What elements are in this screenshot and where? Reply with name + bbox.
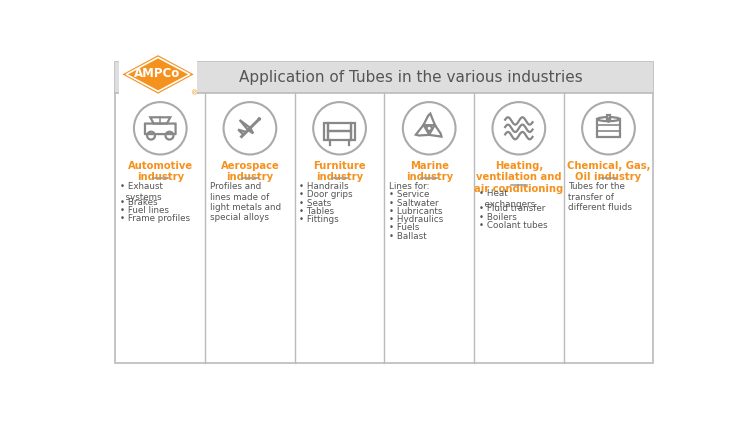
Text: • Heat
  exchangers: • Heat exchangers — [478, 189, 535, 208]
Text: AMPCo: AMPCo — [134, 67, 181, 80]
Text: Marine
industry: Marine industry — [406, 161, 453, 182]
Text: Aerospace
industry: Aerospace industry — [220, 161, 279, 182]
Text: Heating,
ventilation and
air conditioning: Heating, ventilation and air conditionin… — [474, 161, 563, 194]
Text: • Lubricants: • Lubricants — [389, 207, 442, 216]
Text: ®: ® — [191, 90, 198, 96]
Ellipse shape — [134, 102, 187, 155]
Text: Application of Tubes in the various industries: Application of Tubes in the various indu… — [239, 70, 584, 85]
Text: • Fluid transfer: • Fluid transfer — [478, 205, 545, 213]
Text: • Brakes: • Brakes — [120, 197, 158, 207]
Text: • Frame profiles: • Frame profiles — [120, 214, 190, 223]
Text: • Fuels: • Fuels — [389, 224, 419, 232]
Polygon shape — [122, 55, 194, 93]
FancyBboxPatch shape — [607, 115, 610, 120]
FancyBboxPatch shape — [116, 62, 653, 93]
Ellipse shape — [224, 102, 276, 155]
FancyBboxPatch shape — [119, 61, 196, 99]
Ellipse shape — [403, 102, 455, 155]
Text: • Handrails: • Handrails — [299, 182, 349, 191]
Ellipse shape — [314, 102, 366, 155]
Text: • Door grips: • Door grips — [299, 190, 353, 200]
Text: • Saltwater: • Saltwater — [389, 199, 439, 208]
Circle shape — [257, 117, 261, 121]
Text: Tubes for the
transfer of
different fluids: Tubes for the transfer of different flui… — [568, 182, 632, 212]
FancyBboxPatch shape — [116, 62, 653, 363]
Ellipse shape — [493, 102, 545, 155]
Text: • Fuel lines: • Fuel lines — [120, 206, 169, 215]
Text: • Hydraulics: • Hydraulics — [389, 215, 443, 224]
Text: Furniture
industry: Furniture industry — [314, 161, 366, 182]
Text: • Fittings: • Fittings — [299, 215, 339, 224]
Text: Lines for:: Lines for: — [389, 182, 430, 191]
Text: • Tables: • Tables — [299, 207, 334, 216]
Text: • Seats: • Seats — [299, 199, 332, 208]
Ellipse shape — [598, 117, 619, 121]
Text: • Ballast: • Ballast — [389, 232, 427, 241]
Text: Chemical, Gas,
Oil industry: Chemical, Gas, Oil industry — [567, 161, 650, 182]
Text: • Exhaust
  systems: • Exhaust systems — [120, 182, 163, 202]
Text: • Coolant tubes: • Coolant tubes — [478, 221, 548, 230]
Ellipse shape — [582, 102, 634, 155]
Text: Automotive
industry: Automotive industry — [128, 161, 193, 182]
Text: • Boilers: • Boilers — [478, 213, 517, 222]
Text: • Service: • Service — [389, 190, 430, 200]
Text: Profiles and
lines made of
light metals and
special alloys: Profiles and lines made of light metals … — [210, 182, 280, 222]
